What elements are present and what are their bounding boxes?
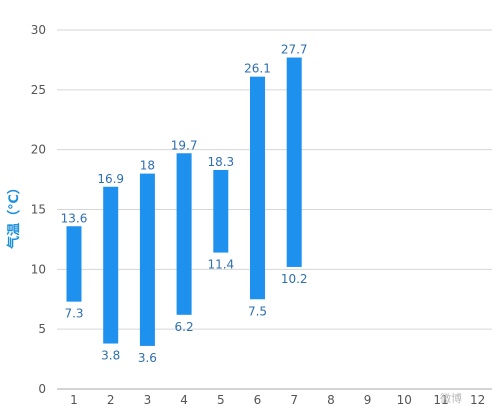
low-value-label: 7.3 [64,307,83,321]
high-value-label: 13.6 [61,211,88,225]
x-axis-ticks: 1 2 3 4 5 6 7 8 9 10 11 12 [70,393,485,407]
y-tick-label: 5 [38,322,46,336]
range-bar [103,186,119,344]
x-tick-label: 12 [470,393,485,407]
high-value-label: 19.7 [171,138,198,152]
y-tick-label: 30 [31,23,46,37]
low-value-label: 10.2 [281,272,308,286]
y-tick-label: 20 [31,143,46,157]
range-bar [286,57,302,267]
x-tick-label: 7 [290,393,298,407]
x-tick-label: 6 [254,393,262,407]
range-bar [66,226,82,302]
x-tick-label: 2 [107,393,115,407]
x-tick-label: 4 [180,393,188,407]
low-value-label: 3.6 [138,351,157,365]
high-value-label: 18.3 [207,155,234,169]
high-value-label: 18 [140,159,155,173]
grid-lines [57,29,492,390]
range-bar [250,76,265,300]
y-tick-label: 10 [31,262,46,276]
y-tick-label: 15 [31,203,46,217]
y-tick-label: 25 [31,83,46,97]
x-tick-label: 3 [144,393,152,407]
high-value-label: 26.1 [244,62,271,76]
x-tick-label: 11 [433,393,448,407]
low-value-label: 3.8 [101,349,120,363]
range-bar [139,173,155,346]
y-axis-ticks: 0 5 10 15 20 25 30 [31,23,46,396]
high-value-label: 16.9 [97,172,124,186]
data-labels: 13.6 7.3 16.9 3.8 18 3.6 19.7 6.2 18.3 11.4 26.1 7.… [61,43,308,365]
high-value-label: 27.7 [281,43,308,57]
low-value-label: 6.2 [175,320,194,334]
x-tick-label: 9 [364,393,372,407]
x-tick-label: 1 [70,393,78,407]
watermark: 微博 [440,391,462,405]
range-bar [176,153,192,315]
range-bar [213,170,229,253]
x-tick-label: 5 [217,393,225,407]
y-tick-label: 0 [38,382,46,396]
bars [66,57,302,346]
x-tick-label: 8 [327,393,335,407]
low-value-label: 7.5 [248,304,267,318]
low-value-label: 11.4 [207,258,234,272]
y-axis-title: 气温（℃） [6,181,22,249]
x-tick-label: 10 [397,393,412,407]
